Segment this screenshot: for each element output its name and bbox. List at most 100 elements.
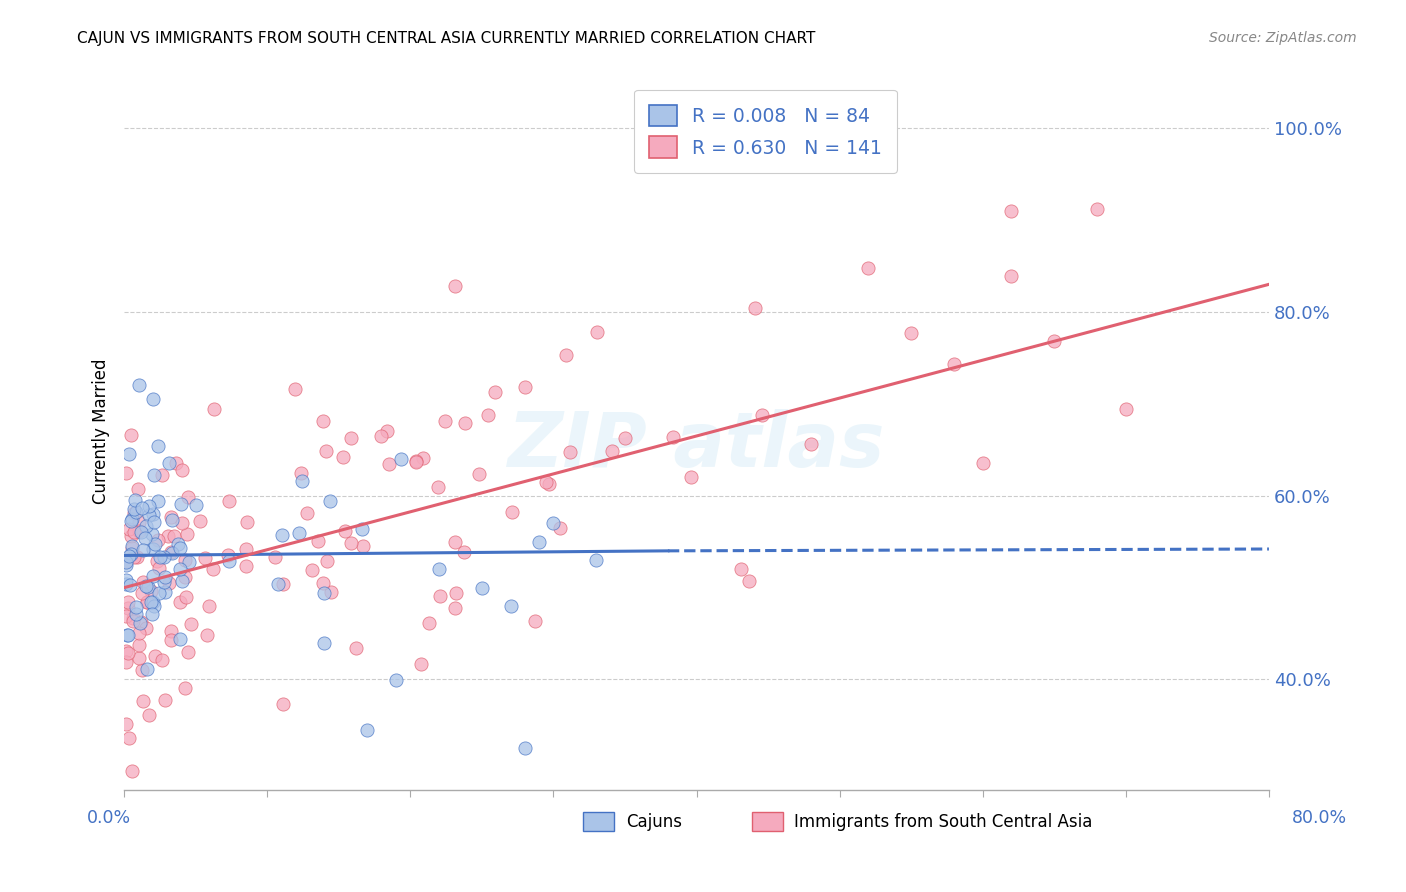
Point — [122, 506, 145, 520]
Point — [122, 549, 145, 564]
Point — [202, 401, 225, 416]
Point — [484, 384, 506, 399]
Point — [143, 468, 166, 483]
Point — [118, 549, 141, 564]
Point — [159, 624, 181, 639]
Point — [139, 595, 162, 609]
Point — [124, 493, 146, 508]
Point — [114, 716, 136, 731]
Point — [136, 662, 159, 676]
Point — [160, 545, 183, 559]
Point — [157, 456, 180, 470]
Point — [586, 325, 609, 339]
Point — [560, 444, 582, 458]
Point — [218, 493, 240, 508]
Point — [160, 513, 183, 527]
Point — [1085, 202, 1108, 216]
Point — [429, 590, 451, 604]
Point — [155, 569, 177, 583]
Point — [744, 301, 766, 316]
Point — [129, 615, 152, 630]
Point — [235, 515, 257, 529]
Point — [290, 466, 312, 480]
Point — [115, 558, 138, 573]
Point — [177, 555, 200, 569]
Point — [150, 653, 173, 667]
Point — [385, 673, 408, 688]
Point — [527, 534, 550, 549]
Point — [125, 600, 148, 615]
Point — [195, 628, 218, 642]
Point — [284, 382, 307, 396]
Point — [523, 614, 546, 628]
Point — [152, 468, 174, 483]
Point — [124, 502, 146, 516]
Point — [444, 586, 467, 600]
Point — [128, 638, 150, 652]
Point — [146, 494, 169, 508]
Point — [271, 528, 294, 542]
Point — [738, 574, 761, 589]
Point — [548, 521, 571, 535]
Point — [314, 586, 336, 600]
Text: 0.0%: 0.0% — [87, 809, 131, 827]
Point — [477, 408, 499, 422]
Point — [312, 414, 335, 428]
Point — [128, 625, 150, 640]
Point — [555, 349, 578, 363]
Point — [165, 456, 187, 470]
FancyBboxPatch shape — [583, 812, 614, 831]
Point — [471, 581, 494, 595]
Point — [120, 578, 142, 592]
Point — [1000, 203, 1022, 218]
Point — [115, 556, 138, 570]
Point — [800, 436, 823, 450]
Point — [444, 278, 467, 293]
Point — [427, 562, 450, 576]
Point — [434, 414, 457, 428]
Point — [235, 542, 257, 557]
Point — [1115, 402, 1137, 417]
Point — [120, 427, 142, 442]
Text: 80.0%: 80.0% — [1292, 809, 1347, 827]
Point — [405, 455, 427, 469]
Point — [146, 439, 169, 453]
Point — [427, 480, 450, 494]
Point — [159, 576, 181, 591]
Point — [122, 524, 145, 539]
Point — [169, 497, 191, 511]
Point — [129, 525, 152, 540]
Point — [344, 640, 367, 655]
Point — [188, 514, 211, 528]
Point — [125, 505, 148, 519]
Point — [444, 535, 467, 549]
Point — [312, 575, 335, 590]
Point — [135, 595, 157, 609]
Point — [121, 512, 143, 526]
Point — [132, 694, 155, 708]
Point — [176, 527, 198, 541]
Point — [444, 600, 467, 615]
Point — [169, 562, 191, 576]
Text: Immigrants from South Central Asia: Immigrants from South Central Asia — [794, 813, 1092, 830]
Point — [538, 477, 561, 491]
Point — [534, 475, 557, 490]
Point — [218, 554, 240, 568]
Point — [125, 549, 148, 564]
Text: ZIP atlas: ZIP atlas — [508, 409, 886, 483]
Point — [173, 570, 195, 584]
Point — [900, 326, 922, 340]
Point — [136, 580, 159, 594]
Point — [138, 499, 160, 513]
Point — [169, 632, 191, 646]
Point — [1000, 268, 1022, 283]
Point — [316, 554, 339, 568]
Point — [271, 577, 294, 591]
Point — [146, 554, 169, 568]
Point — [176, 591, 198, 605]
Point — [118, 447, 141, 461]
Point — [117, 627, 139, 641]
Point — [131, 501, 153, 516]
Point — [145, 537, 167, 551]
Point — [614, 430, 637, 444]
